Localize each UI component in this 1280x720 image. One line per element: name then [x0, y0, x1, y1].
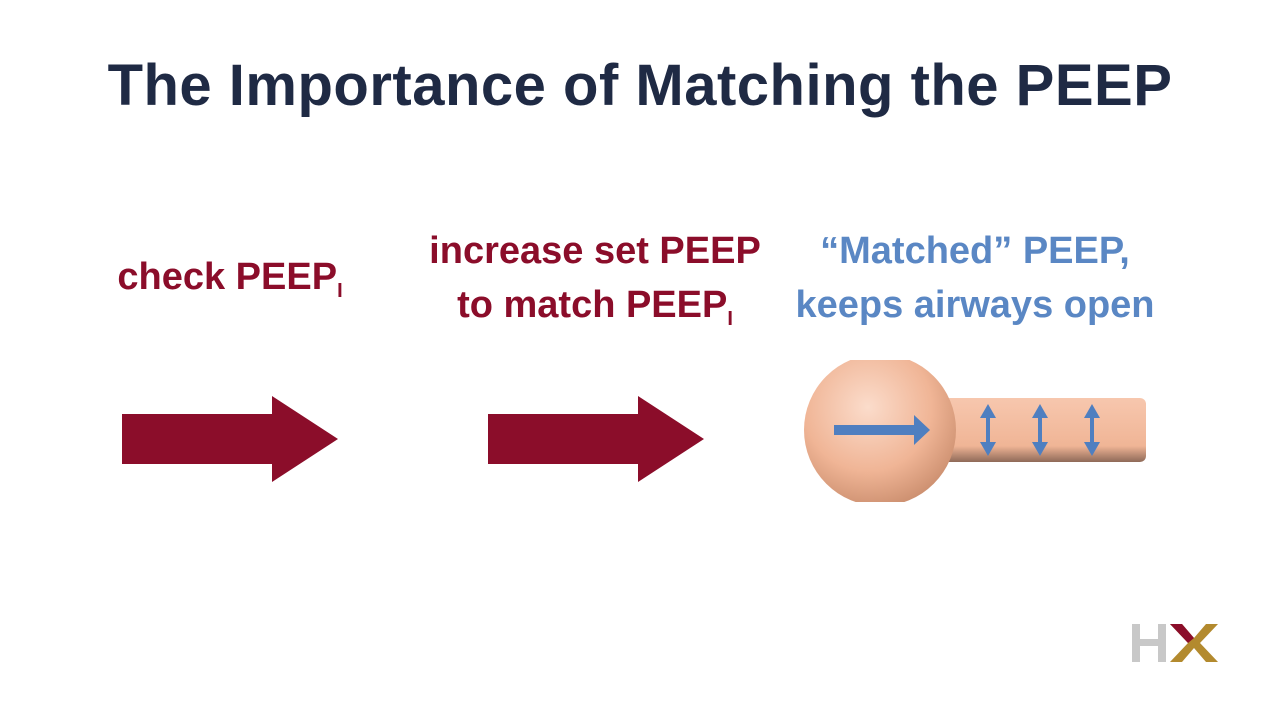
step-1-text: check PEEP: [117, 256, 338, 298]
step-1-label: check PEEPI: [90, 250, 370, 318]
step-2-line-2-wrap: to match PEEPI: [420, 278, 770, 346]
airway-pressure-arrows-icon: [980, 404, 1100, 456]
step-3-line-2: keeps airways open: [795, 284, 1155, 326]
step-1-subscript: I: [337, 280, 343, 302]
step-3-label: “Matched” PEEP, keeps airways open: [790, 224, 1160, 332]
step-2-label: increase set PEEP to match PEEPI: [420, 224, 770, 346]
airflow-arrow-icon: [834, 415, 930, 445]
step-3-line-1: “Matched” PEEP,: [820, 230, 1130, 272]
step-2-line-1: increase set PEEP: [429, 230, 761, 272]
hx-logo: [1132, 624, 1218, 662]
slide-title: The Importance of Matching the PEEP: [107, 53, 1173, 118]
arrow-right-icon: [122, 396, 338, 482]
open-airway-illustration: [804, 360, 1146, 502]
step-2-line-2: to match PEEP: [457, 284, 728, 326]
step-2-subscript: I: [727, 308, 733, 330]
arrow-right-icon: [488, 396, 704, 482]
